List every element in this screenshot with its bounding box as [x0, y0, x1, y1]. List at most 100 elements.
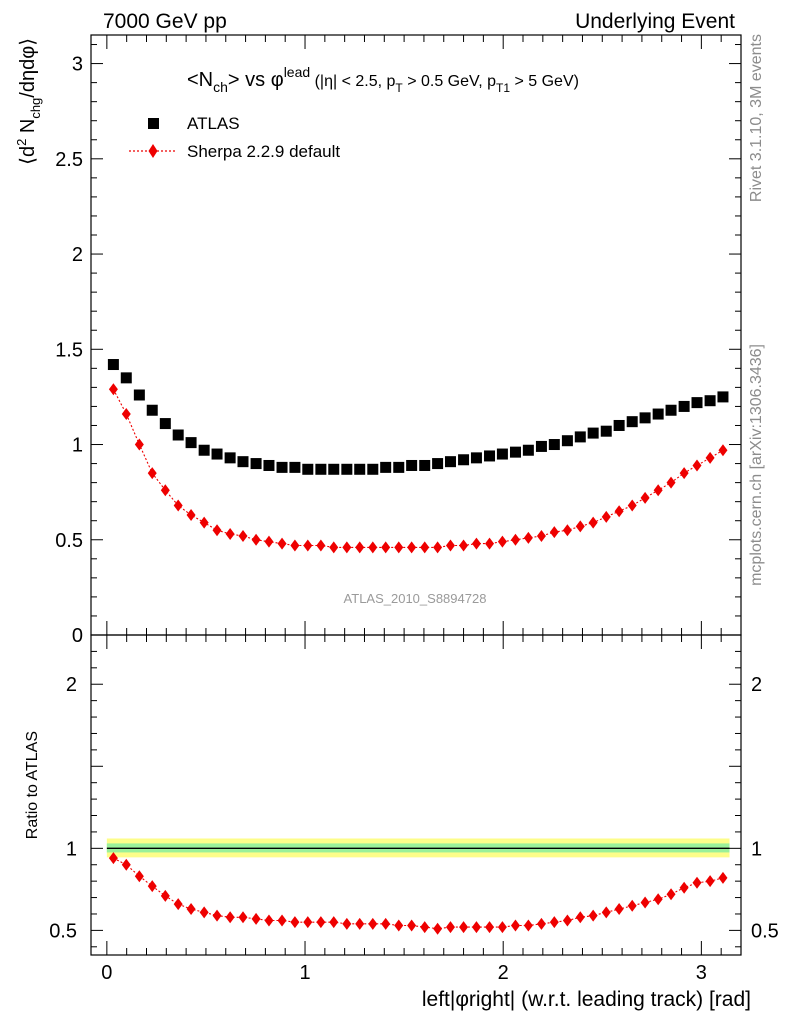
- ratio-sherpa-point: [251, 912, 261, 925]
- ratio-sherpa-point: [238, 911, 248, 924]
- ratio-panel-frame: [90, 634, 742, 956]
- ratio-sherpa-point: [640, 896, 650, 909]
- sherpa-point: [627, 499, 637, 512]
- atlas-point: [120, 372, 132, 384]
- ratio-sherpa-point: [445, 921, 455, 934]
- x-axis-label: left|φright| (w.r.t. leading track) [rad…: [422, 988, 751, 1011]
- x-tick-label: 3: [696, 962, 707, 984]
- atlas-point: [328, 463, 340, 475]
- atlas-point: [548, 439, 560, 451]
- sherpa-point: [705, 451, 715, 464]
- ratio-sherpa-point: [173, 898, 183, 911]
- ratio-sherpa-point: [316, 916, 326, 929]
- ratio-sherpa-point: [653, 893, 663, 906]
- ylabel-mid: N: [17, 119, 39, 139]
- ratio-sherpa-point: [264, 914, 274, 927]
- watermark: ATLAS_2010_S8894728: [344, 591, 487, 606]
- ratio-sherpa-point: [199, 906, 209, 919]
- atlas-point: [393, 461, 405, 473]
- ratio-sherpa-point: [121, 858, 131, 871]
- ratio-sherpa-point: [692, 876, 702, 889]
- ratio-sherpa-point: [627, 899, 637, 912]
- ratio-sherpa-point: [329, 916, 339, 929]
- sherpa-point: [679, 467, 689, 480]
- atlas-point: [302, 463, 314, 475]
- sherpa-point: [121, 408, 131, 421]
- sherpa-point: [575, 520, 585, 533]
- sherpa-point: [355, 541, 365, 554]
- ratio-sherpa-point: [212, 909, 222, 922]
- ratio-sherpa-point: [420, 921, 430, 934]
- legend: ATLAS Sherpa 2.2.9 default: [129, 114, 340, 161]
- atlas-point: [432, 458, 444, 470]
- ratio-sherpa-point: [134, 870, 144, 883]
- ratio-sherpa-point: [536, 917, 546, 930]
- atlas-point: [133, 389, 145, 401]
- atlas-point: [146, 404, 158, 416]
- atlas-point: [535, 440, 547, 452]
- sherpa-point: [225, 528, 235, 541]
- atlas-point: [172, 429, 184, 441]
- sherpa-point: [134, 438, 144, 451]
- sherpa-point: [173, 499, 183, 512]
- atlas-point: [419, 459, 431, 471]
- ratio-bands: [106, 838, 730, 858]
- ratio-sherpa-point: [186, 903, 196, 916]
- ratio-y-tick-label: 2: [66, 674, 77, 696]
- header-right: Underlying Event: [575, 10, 735, 33]
- plot-title: <Nch> vs φlead (|η| < 2.5, pT > 0.5 GeV,…: [187, 64, 579, 95]
- ratio-panel: 0.5 0.5 1 1 2 2 0 1 2 3 Ratio to ATLAS left|φrig…: [24, 634, 779, 1011]
- sherpa-point: [342, 541, 352, 554]
- sherpa-point: [420, 541, 430, 554]
- atlas-point: [159, 418, 171, 430]
- sherpa-point: [303, 539, 313, 552]
- sherpa-point: [562, 524, 572, 537]
- ratio-sherpa-point: [523, 919, 533, 932]
- ratio-sherpa-point: [394, 919, 404, 932]
- atlas-point: [484, 450, 496, 462]
- sherpa-point: [549, 526, 559, 539]
- atlas-point: [458, 454, 470, 466]
- sherpa-point: [459, 539, 469, 552]
- sherpa-point: [692, 459, 702, 472]
- atlas-point: [587, 427, 599, 439]
- ratio-sherpa-point: [718, 871, 728, 884]
- legend-sherpa-marker: [148, 144, 158, 158]
- atlas-point: [704, 395, 716, 407]
- ratio-sherpa-point: [705, 875, 715, 888]
- main-y-tick-label: 2: [72, 244, 83, 266]
- ratio-sherpa-connector: [113, 857, 724, 930]
- x-tick-label: 1: [299, 962, 310, 984]
- sherpa-point: [316, 539, 326, 552]
- atlas-point: [354, 463, 366, 475]
- main-y-tick-label: 1: [72, 435, 83, 457]
- atlas-point: [509, 446, 521, 458]
- main-y-tick-label: 3: [72, 54, 83, 76]
- sherpa-point: [186, 509, 196, 521]
- legend-atlas-label: ATLAS: [187, 114, 240, 133]
- title-sup-lead: lead: [284, 64, 310, 80]
- sherpa-point: [614, 505, 624, 518]
- sherpa-point: [329, 541, 339, 554]
- sherpa-point: [108, 383, 118, 396]
- ratio-y-axis: 0.5 0.5 1 1 2 2: [49, 634, 779, 948]
- legend-atlas-marker: [148, 118, 159, 129]
- atlas-point: [522, 444, 534, 456]
- sherpa-point: [718, 444, 728, 457]
- ratio-y-tick-label-right: 1: [751, 838, 762, 860]
- ylabel-pre: ⟨d: [17, 146, 39, 165]
- atlas-point: [639, 412, 651, 424]
- sherpa-point: [653, 484, 663, 497]
- ratio-sherpa-point: [459, 921, 469, 934]
- ratio-sherpa-point: [303, 916, 313, 929]
- sherpa-point: [264, 535, 274, 548]
- sherpa-point: [160, 484, 170, 497]
- ratio-sherpa-point: [160, 889, 170, 902]
- atlas-point: [406, 459, 418, 471]
- sherpa-point: [199, 516, 209, 529]
- sherpa-point: [666, 476, 676, 489]
- atlas-point: [380, 461, 392, 473]
- atlas-point: [665, 404, 677, 416]
- ratio-sherpa-point: [147, 880, 157, 893]
- sherpa-point: [445, 539, 455, 552]
